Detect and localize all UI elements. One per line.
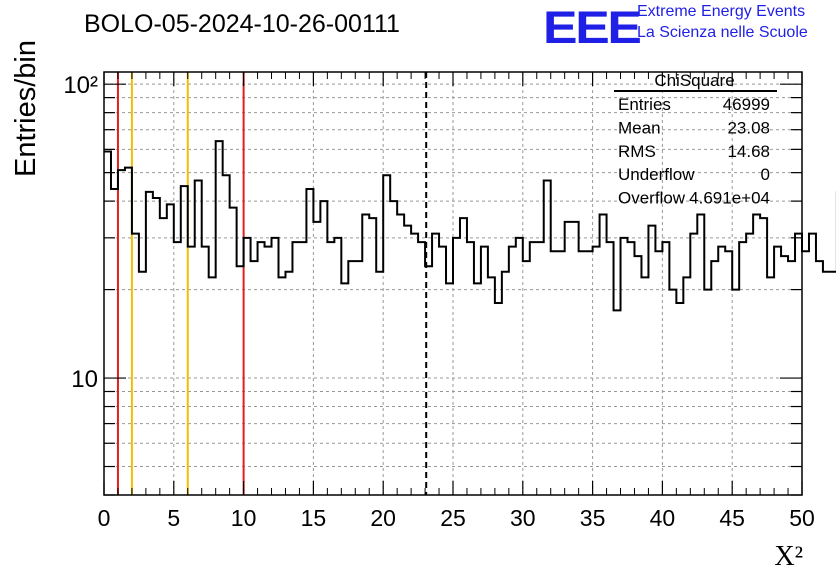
- stats-box: ChiSquare Entries 46999 Mean 23.08 RMS 14.68 U…: [614, 71, 777, 208]
- stats-row-label: RMS: [618, 142, 656, 161]
- x-tick-label: 5: [167, 505, 180, 531]
- marker-lines: [116, 72, 428, 495]
- stats-row-value: 23.08: [727, 118, 770, 137]
- axis-ticks: [103, 72, 803, 496]
- stats-row-value: 14.68: [727, 142, 770, 161]
- x-tick-label: 35: [580, 505, 606, 531]
- stats-row-label: Mean: [618, 118, 661, 137]
- stats-row-value: 4.691e+04: [689, 189, 770, 208]
- x-tick-label: 30: [510, 505, 536, 531]
- stats-box-title: ChiSquare: [654, 71, 734, 90]
- stats-row-label: Overflow: [618, 189, 686, 208]
- eee-logo: EEE: [543, 2, 642, 53]
- logo-subtitle-2: La Scienza nelle Scuole: [637, 24, 808, 41]
- x-tick-label: 45: [719, 505, 745, 531]
- y-axis-label: Entries/bin: [10, 40, 42, 177]
- stats-row-label: Entries: [618, 95, 671, 114]
- x-tick-label: 40: [650, 505, 676, 531]
- stats-row-label: Underflow: [618, 165, 695, 184]
- x-tick-label: 20: [370, 505, 396, 531]
- y-tick-label: 10²: [63, 72, 98, 99]
- stats-row-value: 0: [761, 165, 770, 184]
- x-tick-label: 10: [231, 505, 257, 531]
- logo-subtitle-1: Extreme Energy Events: [637, 3, 806, 20]
- x-tick-label: 15: [301, 505, 327, 531]
- x-axis-label: X²: [774, 541, 803, 572]
- y-tick-label: 10: [71, 366, 98, 393]
- x-tick-label: 25: [440, 505, 466, 531]
- histogram-series: [104, 140, 836, 312]
- x-tick-label: 50: [789, 505, 815, 531]
- x-tick-label: 0: [98, 505, 111, 531]
- stats-row-value: 46999: [723, 95, 770, 114]
- tick-labels: 0 5 10 15 20 25 30 35 40 45 50 10 10²: [63, 72, 814, 531]
- stats-box-rows: Entries 46999 Mean 23.08 RMS 14.68 Underflow 0 O…: [618, 95, 770, 208]
- chart-title: BOLO-05-2024-10-26-00111: [84, 10, 400, 38]
